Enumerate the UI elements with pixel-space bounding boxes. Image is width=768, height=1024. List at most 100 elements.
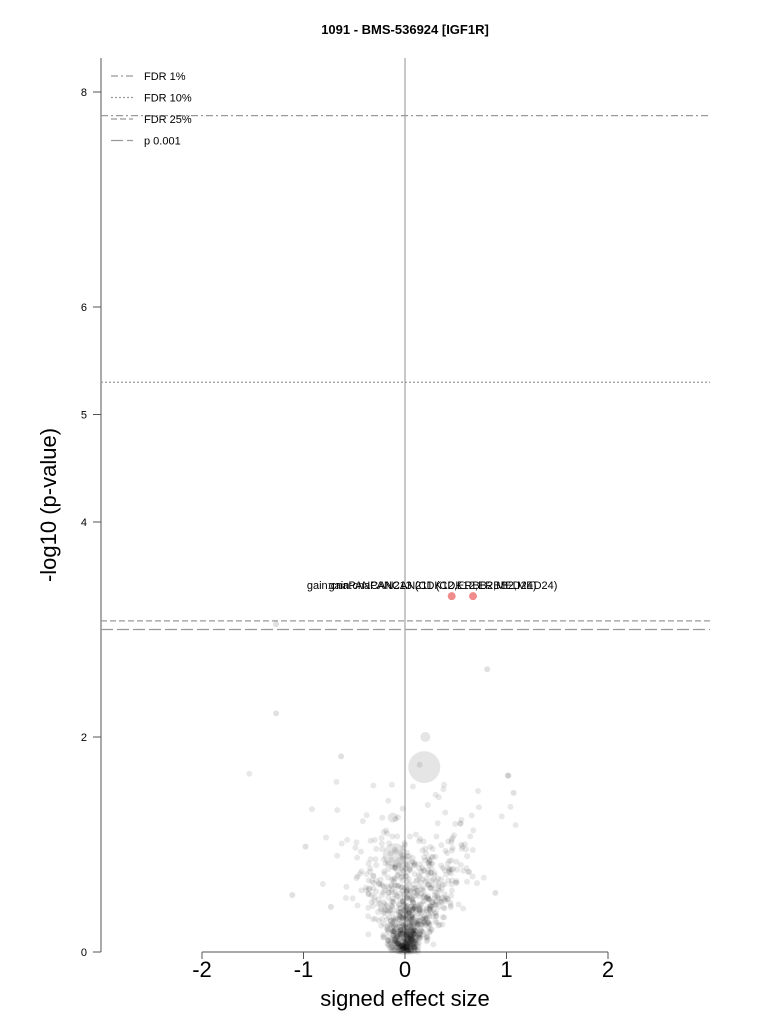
data-point (385, 934, 392, 941)
data-point (358, 887, 365, 894)
data-point (400, 844, 407, 851)
data-point (392, 816, 399, 823)
y-tick-label: 5 (81, 410, 87, 422)
data-point (453, 877, 460, 884)
data-point (433, 889, 440, 896)
data-point (371, 894, 378, 901)
data-point (426, 913, 433, 920)
data-point (390, 931, 397, 938)
data-point (387, 812, 398, 823)
data-point (420, 898, 427, 905)
data-point (409, 942, 416, 949)
data-point (414, 946, 421, 953)
data-point (396, 917, 403, 924)
data-point (408, 931, 415, 938)
data-point (423, 933, 430, 940)
data-point (410, 905, 417, 912)
data-point (406, 833, 413, 840)
data-point (392, 888, 399, 895)
data-point (411, 948, 418, 955)
data-point (385, 942, 392, 949)
data-point (429, 899, 436, 906)
data-point (398, 948, 405, 955)
data-point (429, 853, 436, 860)
data-point (411, 860, 418, 867)
data-point (386, 921, 393, 928)
data-point (344, 836, 351, 843)
data-point (401, 937, 408, 944)
data-point (426, 905, 433, 912)
data-point (373, 888, 380, 895)
data-point (408, 932, 415, 939)
data-point (422, 845, 429, 852)
data-point (380, 909, 387, 916)
data-point (403, 912, 410, 919)
data-point (415, 901, 422, 908)
data-point (428, 853, 435, 860)
data-point (411, 943, 418, 950)
data-point (446, 867, 453, 874)
data-point (424, 894, 431, 901)
data-point (385, 885, 392, 892)
data-point (403, 888, 410, 895)
data-point (402, 941, 409, 948)
data-point (384, 830, 391, 837)
data-point (426, 858, 433, 865)
data-point (375, 880, 382, 887)
data-point (412, 831, 419, 838)
data-point (437, 899, 444, 906)
data-point (409, 896, 416, 903)
data-point (416, 906, 423, 913)
data-point (424, 881, 431, 888)
data-point (417, 913, 424, 920)
data-point (402, 931, 409, 938)
data-point (406, 896, 413, 903)
data-point (435, 904, 442, 911)
data-point (405, 943, 412, 950)
data-point (434, 894, 441, 901)
data-point (430, 906, 437, 913)
data-point (410, 927, 417, 934)
data-point (399, 944, 406, 951)
data-point (463, 865, 470, 872)
data-point (406, 948, 413, 955)
data-point (388, 917, 395, 924)
data-point (334, 807, 341, 814)
data-point (391, 864, 398, 871)
data-point (420, 909, 427, 916)
data-point (379, 814, 386, 821)
data-point (409, 928, 416, 935)
data-point (424, 934, 431, 941)
data-point (427, 870, 434, 877)
data-point (392, 865, 399, 872)
data-point (411, 904, 418, 911)
data-point (439, 881, 446, 888)
legend-label: FDR 10% (144, 93, 192, 105)
data-point (395, 942, 402, 949)
data-point (441, 867, 448, 874)
data-point (402, 945, 409, 952)
data-point (451, 832, 458, 839)
data-point (365, 931, 372, 938)
y-tick-label: 2 (81, 732, 87, 744)
data-point (475, 804, 482, 811)
data-point (380, 931, 387, 938)
data-point (445, 865, 452, 872)
data-point (406, 941, 413, 948)
data-point (446, 866, 453, 873)
data-point (390, 929, 397, 936)
data-point (420, 931, 427, 938)
data-point (390, 946, 397, 953)
data-point (448, 877, 455, 884)
data-point (431, 871, 438, 878)
points (246, 592, 519, 955)
data-point (396, 940, 403, 947)
data-point (399, 898, 406, 905)
data-point (404, 937, 411, 944)
data-point (401, 891, 408, 898)
threshold-lines (101, 115, 710, 631)
data-point (414, 888, 421, 895)
data-point (399, 943, 406, 950)
data-point (422, 857, 429, 864)
data-point (397, 905, 404, 912)
